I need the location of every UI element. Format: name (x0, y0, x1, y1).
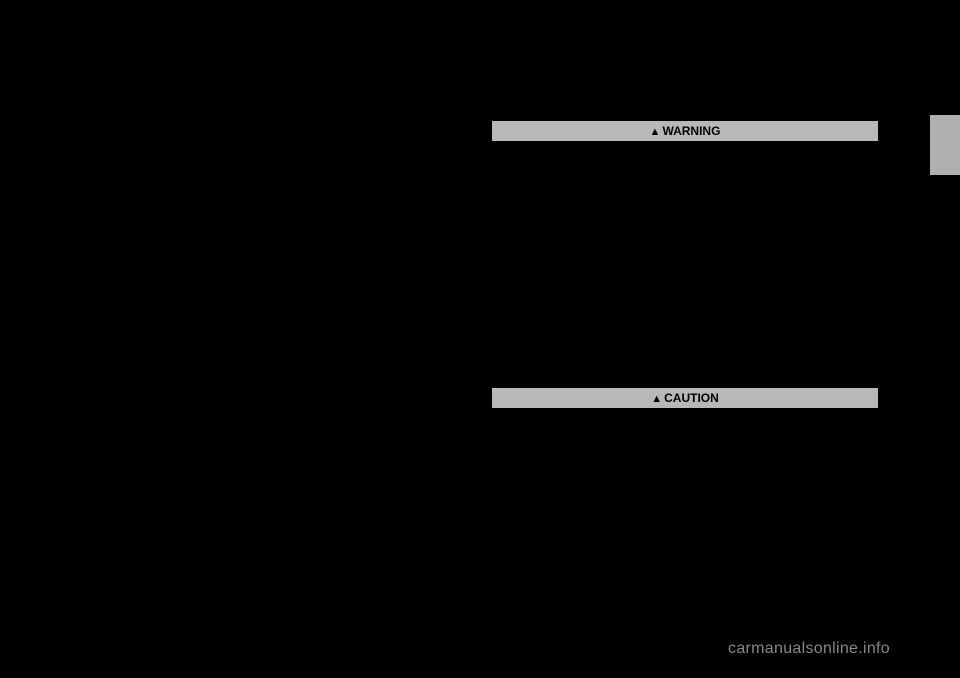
caution-body: If your vehicle is equipped with an immo… (492, 409, 878, 503)
warning-bullet: • Never leave the engine running in an e… (502, 202, 868, 232)
warning-bullet: • If you think exhaust fumes are enterin… (502, 293, 868, 323)
bullet-item: • 2.5 L non-turbo models (except OUTBACK… (70, 340, 460, 356)
warning-text: When disconnecting a spark plug cord, al… (502, 150, 868, 196)
paragraph: When the engine speed reaches a predeter… (70, 261, 460, 309)
caution-text: If your vehicle is equipped with an immo… (502, 417, 868, 493)
bullet-item: • 3.0L models: approximately 5,800 rpm (70, 394, 460, 410)
warning-box: ▲WARNING When disconnecting a spark plug… (490, 119, 880, 366)
paragraph: Tachometer markings on both the 2.5 L tu… (70, 143, 460, 223)
section-title: Tachometer (70, 78, 460, 95)
right-column: Temperature gauge ▲WARNING When disconne… (490, 78, 880, 618)
side-tab (930, 115, 960, 175)
caution-box: ▲CAUTION If your vehicle is equipped wit… (490, 386, 880, 505)
warning-body: When disconnecting a spark plug cord, al… (492, 142, 878, 364)
warning-label: WARNING (662, 124, 720, 138)
caution-icon: ▲ (651, 393, 662, 405)
warning-header: ▲WARNING (492, 121, 878, 142)
warning-bullet: • Never stay in a parked or stopped vehi… (502, 232, 868, 262)
text-bold: "If the needle enters the red zone" (182, 192, 388, 204)
subheading-text: If the needle enters the red zone (70, 238, 238, 250)
warning-icon: ▲ (650, 126, 661, 138)
caution-label: CAUTION (664, 391, 719, 405)
warning-bullet: • Never allow passengers to ride in the … (502, 263, 868, 293)
bullet-item: • OUTBACK 2.5 L non-turbo models: approx… (70, 358, 460, 374)
left-column: Tachometer The tachometer shows the engi… (70, 78, 460, 618)
paragraph: The engine speed at which the needle sta… (70, 316, 460, 332)
paragraph: The tachometer shows the engine speed in… (70, 103, 460, 135)
watermark: carmanualsonline.info (728, 640, 890, 658)
section-title: Temperature gauge (490, 78, 880, 95)
subheading: If the needle enters the red zone (70, 237, 460, 253)
caution-header: ▲CAUTION (492, 388, 878, 409)
bullet-item: • 2.5 L turbo models: approximately 5,20… (70, 376, 460, 392)
warning-bullet: • Do not operate the engine with the oil… (502, 323, 868, 353)
